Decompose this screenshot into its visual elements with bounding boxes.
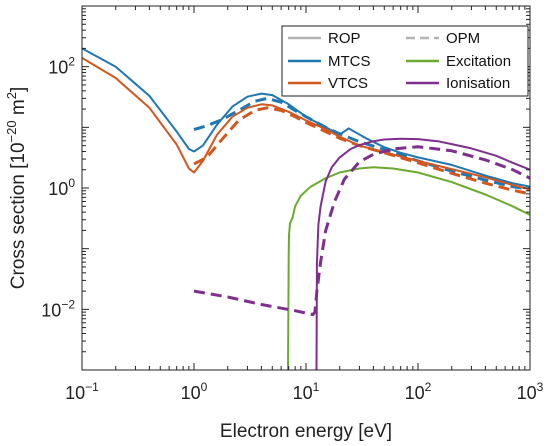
x-tick-label: 101 [293, 380, 320, 403]
legend-label-vtcs: VTCS [328, 75, 368, 92]
x-tick-label: 100 [181, 380, 208, 403]
series-vtcs-rop [82, 56, 530, 191]
legend-label-opm: OPM [446, 30, 480, 47]
x-tick-label: 10−1 [65, 380, 99, 403]
series-excitation-rop [287, 166, 530, 370]
x-tick-label: 102 [405, 380, 432, 403]
x-axis-label: Electron energy [eV] [220, 421, 392, 442]
y-tick-label: 100 [48, 176, 75, 199]
legend-box [281, 25, 529, 97]
legend-label-rop: ROP [328, 30, 361, 47]
legend-label-ionisation: Ionisation [446, 75, 510, 92]
legend: ROP OPM MTCS Excitation VTCS Ionisation [281, 25, 529, 97]
legend-label-excitation: Excitation [446, 53, 511, 70]
series-layer [82, 47, 530, 370]
y-tick-label: 102 [48, 55, 75, 78]
series-ionisation-opm [193, 145, 530, 317]
legend-label-mtcs: MTCS [328, 53, 371, 70]
series-ionisation-rop [315, 137, 530, 370]
y-tick-label: 10−2 [41, 297, 75, 320]
x-tick-label: 103 [517, 380, 544, 403]
series-vtcs-opm [193, 106, 530, 196]
ticks-layer: 10−1 100 101 102 103 10−2 100 102 [41, 5, 544, 403]
y-axis-label: Cross section [10−20 m2] [4, 87, 29, 289]
